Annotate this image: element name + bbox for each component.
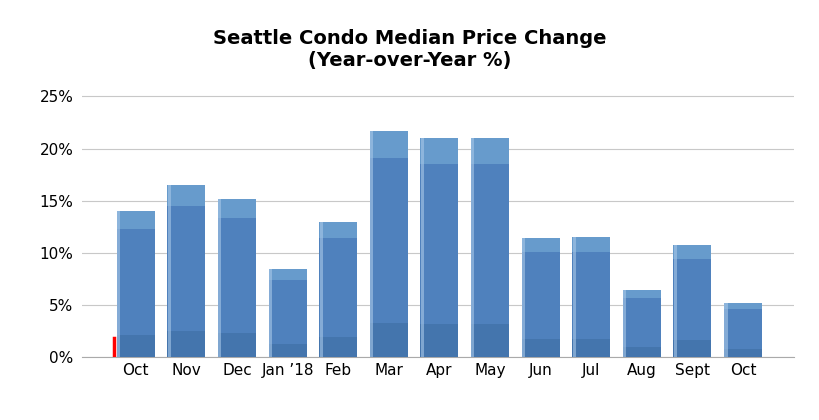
Bar — [471, 138, 509, 357]
Bar — [522, 238, 559, 357]
Bar — [117, 211, 155, 357]
Bar — [370, 131, 373, 357]
Bar — [471, 324, 509, 357]
Bar — [421, 138, 424, 357]
Bar — [673, 245, 712, 357]
Bar — [269, 270, 306, 357]
Bar — [725, 303, 727, 357]
Bar — [167, 185, 206, 206]
Bar — [420, 138, 459, 164]
Bar — [572, 237, 610, 252]
Bar — [370, 131, 408, 158]
Bar — [623, 290, 661, 298]
Bar — [472, 138, 474, 357]
Bar — [117, 335, 155, 357]
Text: Seattle Condo Median Price Change
(Year-over-Year %): Seattle Condo Median Price Change (Year-… — [213, 29, 606, 71]
Bar — [522, 238, 559, 252]
Bar — [724, 303, 762, 357]
Bar — [370, 323, 408, 357]
Bar — [673, 245, 712, 259]
Bar — [218, 199, 256, 218]
Bar — [471, 138, 509, 164]
Bar — [167, 331, 206, 357]
Bar — [218, 333, 256, 357]
Bar — [572, 237, 610, 357]
Bar — [420, 324, 459, 357]
Bar — [623, 290, 661, 357]
Bar — [623, 290, 627, 357]
Bar — [117, 211, 120, 357]
Bar — [724, 303, 762, 309]
Bar — [674, 245, 676, 357]
Bar — [572, 339, 610, 357]
Bar — [319, 221, 357, 357]
Bar — [319, 221, 357, 238]
Bar — [269, 270, 306, 280]
Bar — [269, 270, 272, 357]
Bar — [724, 349, 762, 357]
Bar — [623, 347, 661, 357]
Bar — [219, 199, 221, 357]
Bar — [168, 185, 171, 357]
Bar — [319, 221, 323, 357]
Bar — [420, 138, 459, 357]
Bar — [167, 185, 206, 357]
Bar — [218, 199, 256, 357]
Bar — [522, 339, 559, 357]
Bar — [269, 344, 306, 357]
Bar — [572, 237, 576, 357]
Bar — [117, 211, 155, 228]
Bar — [319, 337, 357, 357]
Bar — [370, 131, 408, 357]
Bar — [522, 238, 525, 357]
Bar — [673, 340, 712, 357]
